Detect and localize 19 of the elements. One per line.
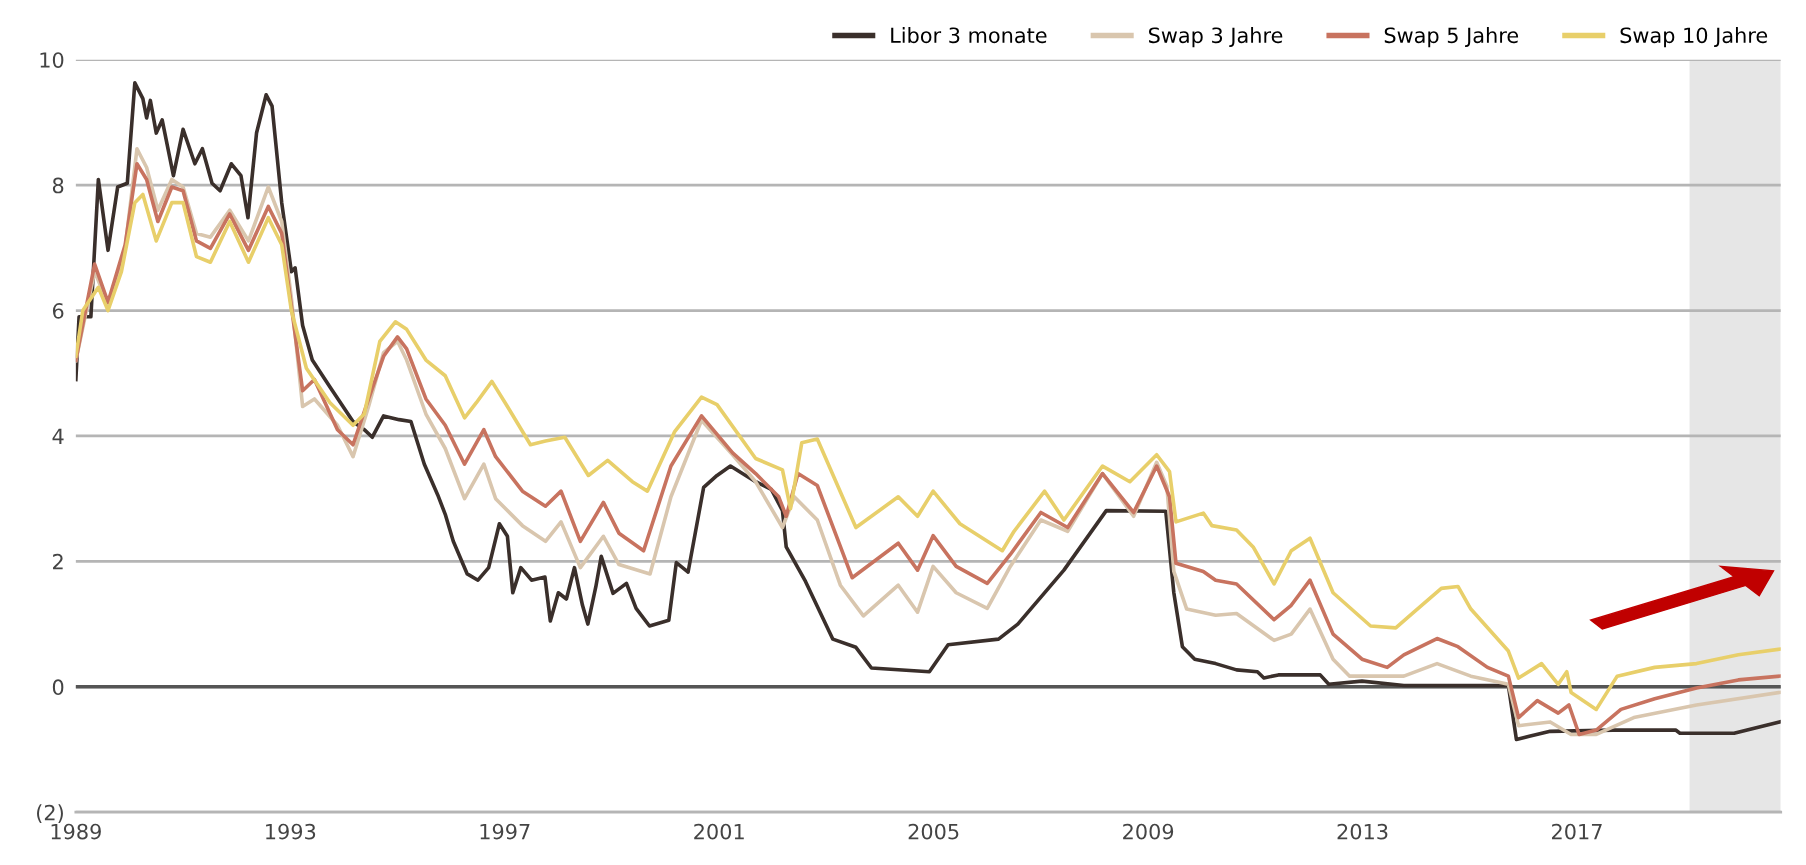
y-tick-label: 2 xyxy=(53,553,63,570)
x-tick-label: 1989 xyxy=(51,823,101,840)
x-tick-label: 2005 xyxy=(908,823,959,840)
x-tick-label: 2001 xyxy=(694,823,744,840)
y-tick-label: 4 xyxy=(52,428,64,444)
legend-label: Swap 3 Jahre xyxy=(1148,27,1283,48)
x-tick-label: 2017 xyxy=(1552,823,1602,840)
x-tick-label: 1993 xyxy=(266,823,316,840)
y-tick-label: 10 xyxy=(40,52,64,68)
y-tick-label: 0 xyxy=(52,679,64,696)
legend-label: Swap 5 Jahre xyxy=(1384,27,1519,48)
x-tick-label: 2009 xyxy=(1123,823,1174,840)
legend-label: Libor 3 monate xyxy=(891,27,1047,44)
y-tick-label: (2) xyxy=(37,804,63,823)
y-tick-label: 6 xyxy=(52,302,64,319)
legend-label: Swap 10 Jahre xyxy=(1620,27,1768,48)
x-tick-label: 2013 xyxy=(1337,823,1388,840)
x-tick-label: 1997 xyxy=(480,823,530,840)
y-tick-label: 8 xyxy=(52,177,64,194)
